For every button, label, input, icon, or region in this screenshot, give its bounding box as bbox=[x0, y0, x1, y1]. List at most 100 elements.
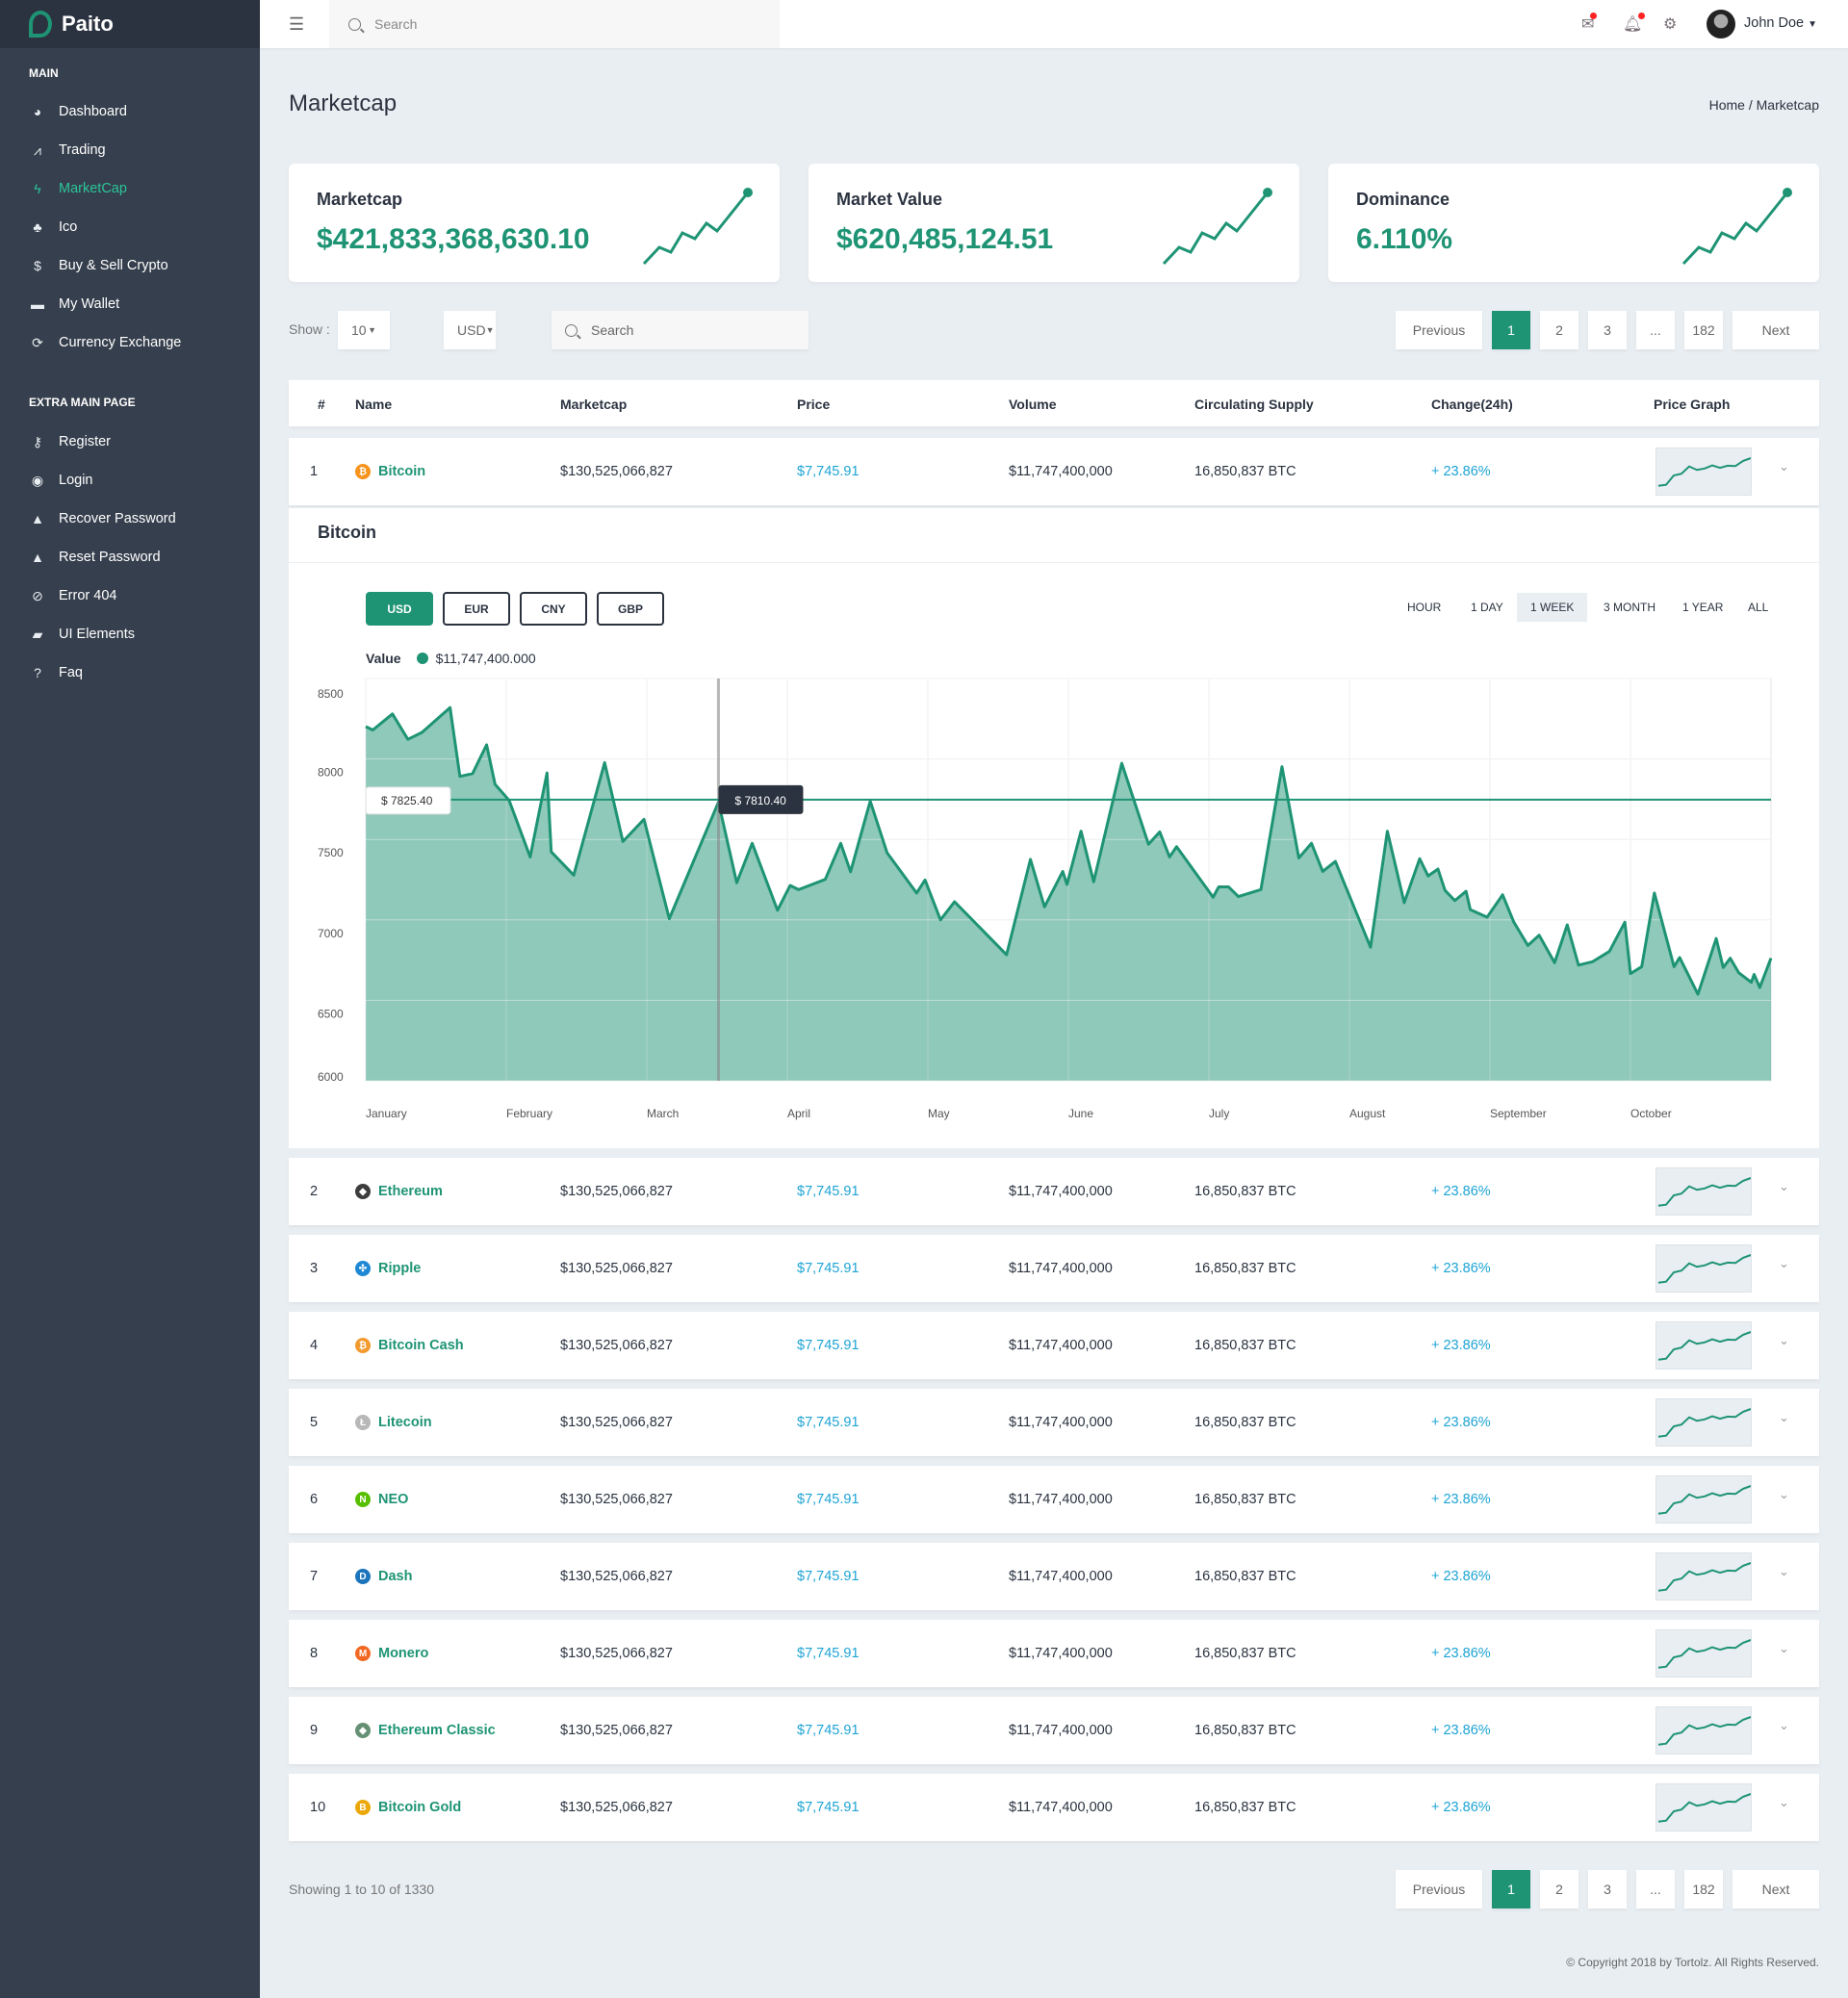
chevron-down-icon[interactable]: ⌄ bbox=[1779, 1333, 1789, 1347]
mail-icon[interactable]: ✉ bbox=[1581, 13, 1598, 34]
gear-icon[interactable]: ⚙ bbox=[1663, 16, 1678, 33]
table-row[interactable]: 9 ◆ Ethereum Classic $130,525,066,827 $7,… bbox=[289, 1697, 1819, 1764]
sidebar-item-my-wallet[interactable]: ▬ My Wallet bbox=[29, 293, 119, 316]
chevron-down-icon: ▼ bbox=[485, 325, 495, 335]
menu-toggle-icon[interactable]: ☰ bbox=[289, 14, 305, 34]
top-search-input[interactable]: Search bbox=[329, 0, 780, 48]
sidebar-item-recover-password[interactable]: ▲ Recover Password bbox=[29, 507, 176, 530]
coin-link[interactable]: N NEO bbox=[355, 1492, 408, 1507]
divider bbox=[289, 562, 1819, 563]
sidebar-item-dashboard[interactable]: ◕ Dashboard bbox=[29, 100, 127, 123]
chevron-down-icon[interactable]: ⌄ bbox=[1779, 1256, 1789, 1270]
pagination-pages-0[interactable]: 1 bbox=[1492, 311, 1530, 349]
currency-button-eur[interactable]: EUR bbox=[443, 592, 510, 626]
column-header[interactable]: Volume bbox=[1009, 397, 1057, 412]
pagination-previous[interactable]: Previous bbox=[1396, 1870, 1482, 1908]
table-row[interactable]: 10 B Bitcoin Gold $130,525,066,827 $7,745… bbox=[289, 1774, 1819, 1841]
table-row[interactable]: 1 ₿ Bitcoin $130,525,066,827 $7,745.91 $1… bbox=[289, 438, 1819, 505]
coin-link[interactable]: ₿ Bitcoin bbox=[355, 464, 425, 479]
avatar[interactable] bbox=[1707, 10, 1735, 38]
pagination-next[interactable]: Next bbox=[1732, 1870, 1819, 1908]
table-row[interactable]: 7 D Dash $130,525,066,827 $7,745.91 $11,7… bbox=[289, 1543, 1819, 1610]
currency-button-cny[interactable]: CNY bbox=[520, 592, 587, 626]
breadcrumb[interactable]: Home / Marketcap bbox=[1708, 97, 1819, 113]
table-row[interactable]: 8 M Monero $130,525,066,827 $7,745.91 $11… bbox=[289, 1620, 1819, 1687]
chevron-down-icon[interactable]: ⌄ bbox=[1779, 1179, 1789, 1193]
sidebar-item-faq[interactable]: ? Faq bbox=[29, 661, 83, 684]
range-tab-1-week[interactable]: 1 WEEK bbox=[1517, 593, 1588, 622]
pagination-pages-3[interactable]: ... bbox=[1636, 1870, 1675, 1908]
chevron-down-icon[interactable]: ⌄ bbox=[1779, 1718, 1789, 1732]
pagination-pages-0[interactable]: 1 bbox=[1492, 1870, 1530, 1908]
column-header[interactable]: # bbox=[318, 397, 325, 412]
chevron-down-icon[interactable]: ⌄ bbox=[1779, 1487, 1789, 1501]
coin-link[interactable]: M Monero bbox=[355, 1646, 428, 1661]
column-header[interactable]: Marketcap bbox=[560, 397, 628, 412]
currency-button-usd[interactable]: USD bbox=[366, 592, 433, 626]
column-header[interactable]: Price bbox=[797, 397, 831, 412]
pagination-pages-4[interactable]: 182 bbox=[1684, 311, 1723, 349]
sidebar-item-marketcap[interactable]: ϟ MarketCap bbox=[29, 177, 127, 200]
table-row[interactable]: 5 Ł Litecoin $130,525,066,827 $7,745.91 $… bbox=[289, 1389, 1819, 1456]
pagination-pages-1[interactable]: 2 bbox=[1540, 1870, 1578, 1908]
pagination-previous[interactable]: Previous bbox=[1396, 311, 1482, 349]
show-select[interactable]: 10 ▼ bbox=[338, 311, 390, 349]
stat-card-title: Marketcap bbox=[317, 190, 403, 209]
trend-end-dot bbox=[1783, 188, 1792, 197]
coin-link[interactable]: B Bitcoin Gold bbox=[355, 1800, 461, 1815]
chevron-down-icon[interactable]: ⌄ bbox=[1779, 1795, 1789, 1809]
sidebar-item-currency-exchange[interactable]: ⟳ Currency Exchange bbox=[29, 331, 181, 354]
bell-icon[interactable]: 🔔︎ bbox=[1623, 13, 1646, 34]
column-header[interactable]: Change(24h) bbox=[1431, 397, 1513, 412]
change-24h: + 23.86% bbox=[1431, 1492, 1491, 1507]
table-row[interactable]: 3 ✣ Ripple $130,525,066,827 $7,745.91 $11… bbox=[289, 1235, 1819, 1302]
coin-link[interactable]: ₿ Bitcoin Cash bbox=[355, 1338, 464, 1353]
chevron-down-icon[interactable]: ⌄ bbox=[1779, 1564, 1789, 1578]
sidebar-item-trading[interactable]: ⩘ Trading bbox=[29, 139, 106, 162]
table-row[interactable]: 4 ₿ Bitcoin Cash $130,525,066,827 $7,745.… bbox=[289, 1312, 1819, 1379]
change-24h: + 23.86% bbox=[1431, 1415, 1491, 1430]
pagination-pages-1[interactable]: 2 bbox=[1540, 311, 1578, 349]
column-header[interactable]: Name bbox=[355, 397, 393, 412]
series-line bbox=[365, 705, 1773, 996]
sidebar-item-buy-sell-crypto[interactable]: $ Buy & Sell Crypto bbox=[29, 254, 168, 277]
pagination-pages-3[interactable]: ... bbox=[1636, 311, 1675, 349]
brand-logo[interactable]: Paito bbox=[0, 0, 260, 48]
sidebar-item-register[interactable]: ⚷ Register bbox=[29, 430, 111, 453]
sync-icon: ⟳ bbox=[32, 334, 43, 350]
coin-link[interactable]: ◆ Ethereum Classic bbox=[355, 1723, 496, 1738]
price-chart[interactable]: 8500 8000 7500 7000 6500 6000 January February M… bbox=[308, 672, 1810, 1143]
coin-link[interactable]: Ł Litecoin bbox=[355, 1415, 432, 1430]
range-tab-3-month[interactable]: 3 MONTH bbox=[1604, 601, 1656, 614]
sidebar-item-error-404[interactable]: ⊘ Error 404 bbox=[29, 584, 116, 607]
currency-select[interactable]: USD ▼ bbox=[444, 311, 496, 349]
range-tab-1-year[interactable]: 1 YEAR bbox=[1682, 601, 1724, 614]
table-row[interactable]: 2 ◆ Ethereum $130,525,066,827 $7,745.91 $… bbox=[289, 1158, 1819, 1225]
pagination-pages-4[interactable]: 182 bbox=[1684, 1870, 1723, 1908]
chevron-down-icon[interactable]: ⌄ bbox=[1779, 1641, 1789, 1655]
table-search-input[interactable]: Search bbox=[552, 311, 808, 349]
sidebar-item-reset-password[interactable]: ▲ Reset Password bbox=[29, 546, 161, 569]
stat-card: Market Value $620,485,124.51 bbox=[808, 164, 1299, 282]
currency-button-gbp[interactable]: GBP bbox=[597, 592, 664, 626]
sidebar-item-ui-elements[interactable]: ▰ UI Elements bbox=[29, 623, 135, 646]
marketcap: $130,525,066,827 bbox=[560, 1646, 673, 1661]
range-tab-all[interactable]: ALL bbox=[1748, 601, 1769, 614]
x-tick-label: September bbox=[1490, 1107, 1547, 1120]
coin-link[interactable]: ✣ Ripple bbox=[355, 1261, 421, 1276]
column-header[interactable]: Circulating Supply bbox=[1194, 397, 1314, 412]
coin-link[interactable]: D Dash bbox=[355, 1569, 412, 1584]
pagination-pages-2[interactable]: 3 bbox=[1588, 1870, 1627, 1908]
user-menu[interactable]: John Doe ▼ bbox=[1744, 15, 1817, 31]
range-tab-1-day[interactable]: 1 DAY bbox=[1471, 601, 1503, 614]
pagination-next[interactable]: Next bbox=[1732, 311, 1819, 349]
pagination-pages-2[interactable]: 3 bbox=[1588, 311, 1627, 349]
trend-sparkline bbox=[1162, 188, 1272, 266]
range-tab-hour[interactable]: HOUR bbox=[1407, 601, 1442, 614]
table-row[interactable]: 6 N NEO $130,525,066,827 $7,745.91 $11,74… bbox=[289, 1466, 1819, 1533]
sidebar-item-ico[interactable]: ♣ Ico bbox=[29, 216, 77, 239]
coin-link[interactable]: ◆ Ethereum bbox=[355, 1184, 443, 1199]
chevron-down-icon[interactable]: ⌄ bbox=[1779, 1410, 1789, 1424]
chevron-down-icon[interactable]: ⌄ bbox=[1779, 459, 1789, 474]
sidebar-item-login[interactable]: ◉ Login bbox=[29, 469, 93, 492]
